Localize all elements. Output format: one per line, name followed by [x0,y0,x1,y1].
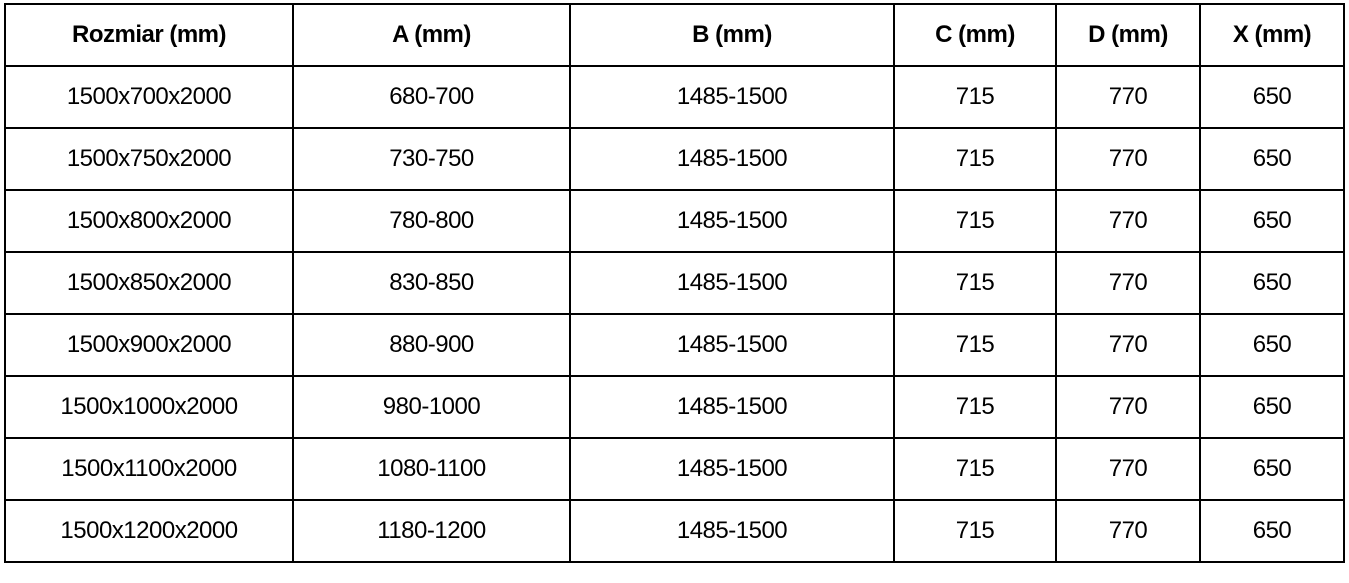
cell-b: 1485-1500 [569,251,895,315]
cell-size: 1500x1000x2000 [4,375,294,439]
cell-d: 770 [1055,65,1201,129]
cell-b: 1485-1500 [569,313,895,377]
table-row: 1500x1200x2000 1180-1200 1485-1500 715 770 65… [4,499,1345,563]
cell-size: 1500x800x2000 [4,189,294,253]
header-c: C (mm) [893,3,1057,67]
cell-d: 770 [1055,189,1201,253]
cell-a: 880-900 [292,313,571,377]
table-row: 1500x700x2000 680-700 1485-1500 715 770 650 [4,65,1345,129]
cell-c: 715 [893,189,1057,253]
cell-size: 1500x700x2000 [4,65,294,129]
cell-a: 780-800 [292,189,571,253]
cell-d: 770 [1055,437,1201,501]
cell-x: 650 [1199,65,1345,129]
cell-b: 1485-1500 [569,189,895,253]
cell-b: 1485-1500 [569,375,895,439]
cell-d: 770 [1055,313,1201,377]
cell-c: 715 [893,437,1057,501]
table-row: 1500x900x2000 880-900 1485-1500 715 770 650 [4,313,1345,377]
header-x: X (mm) [1199,3,1345,67]
cell-d: 770 [1055,251,1201,315]
cell-x: 650 [1199,313,1345,377]
cell-b: 1485-1500 [569,65,895,129]
cell-c: 715 [893,251,1057,315]
table-body: 1500x700x2000 680-700 1485-1500 715 770 650 15… [4,65,1345,563]
cell-x: 650 [1199,189,1345,253]
cell-a: 830-850 [292,251,571,315]
dimensions-table: Rozmiar (mm) A (mm) B (mm) C (mm) D (mm)… [4,3,1345,563]
cell-b: 1485-1500 [569,499,895,563]
cell-a: 980-1000 [292,375,571,439]
cell-a: 1180-1200 [292,499,571,563]
table-row: 1500x1100x2000 1080-1100 1485-1500 715 770 65… [4,437,1345,501]
cell-x: 650 [1199,127,1345,191]
header-row: Rozmiar (mm) A (mm) B (mm) C (mm) D (mm)… [4,3,1345,67]
cell-size: 1500x750x2000 [4,127,294,191]
table-row: 1500x1000x2000 980-1000 1485-1500 715 770 650 [4,375,1345,439]
cell-x: 650 [1199,499,1345,563]
cell-d: 770 [1055,499,1201,563]
cell-a: 730-750 [292,127,571,191]
cell-x: 650 [1199,437,1345,501]
cell-c: 715 [893,313,1057,377]
table-row: 1500x750x2000 730-750 1485-1500 715 770 650 [4,127,1345,191]
cell-size: 1500x850x2000 [4,251,294,315]
cell-b: 1485-1500 [569,127,895,191]
cell-size: 1500x1100x2000 [4,437,294,501]
cell-d: 770 [1055,375,1201,439]
cell-a: 1080-1100 [292,437,571,501]
header-d: D (mm) [1055,3,1201,67]
header-a: A (mm) [292,3,571,67]
cell-a: 680-700 [292,65,571,129]
cell-x: 650 [1199,375,1345,439]
cell-b: 1485-1500 [569,437,895,501]
cell-c: 715 [893,375,1057,439]
header-size: Rozmiar (mm) [4,3,294,67]
header-b: B (mm) [569,3,895,67]
cell-c: 715 [893,499,1057,563]
cell-c: 715 [893,127,1057,191]
cell-d: 770 [1055,127,1201,191]
table-row: 1500x800x2000 780-800 1485-1500 715 770 650 [4,189,1345,253]
cell-size: 1500x900x2000 [4,313,294,377]
table-row: 1500x850x2000 830-850 1485-1500 715 770 650 [4,251,1345,315]
cell-x: 650 [1199,251,1345,315]
cell-c: 715 [893,65,1057,129]
cell-size: 1500x1200x2000 [4,499,294,563]
